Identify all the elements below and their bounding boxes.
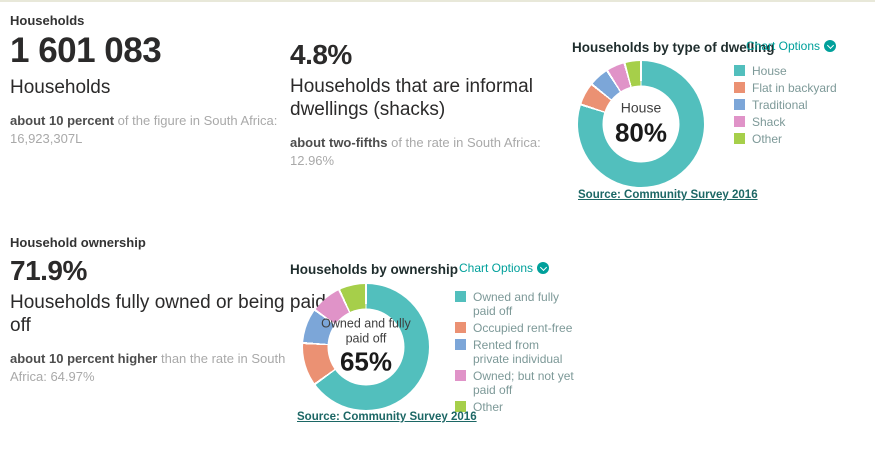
dwelling-chart-legend: House Flat in backyard Traditional Shack Oth… [734,64,837,146]
legend-swatch [455,291,466,302]
section-title-households: Households [10,13,85,28]
legend-label: Traditional [752,98,808,112]
source-link-dwelling[interactable]: Source: Community Survey 2016 [578,189,758,201]
stat-context-rest: of the rate in South Africa: 12.96% [290,135,541,168]
chart-options-label: Chart Options [459,261,534,275]
stat-value: 71.9% [10,255,87,286]
stat-label: Households fully owned or being paid off [10,292,326,336]
legend-item: Owned; but not yet paid off [455,369,574,397]
legend-label: Shack [752,115,786,129]
stat-value: 1 601 083 [10,31,162,70]
legend-swatch [734,116,745,127]
legend-swatch [734,82,745,93]
legend-label: Flat in backyard [752,81,837,95]
legend-swatch [455,322,466,333]
chart-title-dwelling: Households by type of dwelling [572,40,775,55]
chevron-down-icon [824,40,837,52]
legend-label: Other [473,400,504,414]
legend-item: Traditional [734,98,837,112]
donut-center: Owned and fully paid off 65% [321,308,411,386]
chart-options-label: Chart Options [746,39,821,53]
legend-label: Owned; but not yet paid off [473,369,574,397]
legend-swatch [734,65,745,76]
donut-center-value: 80% [614,117,668,148]
legend-item: Owned and fully paid off [455,290,574,318]
stat-context: about two-fifths of the rate in South Af… [290,134,552,169]
legend-label: Other [752,132,783,146]
stat-context: about 10 percent of the figure in South … [10,112,298,147]
chart-options-button[interactable]: Chart Options [746,39,837,53]
dwelling-donut-chart: House 80% [578,61,704,187]
legend-item: Rented from private individual [455,338,574,366]
legend-item: Shack [734,115,837,129]
legend-swatch [455,401,466,412]
legend-label: Occupied rent-free [473,321,573,335]
stat-context-emphasis: about 10 percent [10,113,115,129]
donut-center-label: Owned and fully paid off [321,316,411,345]
legend-label: Rented from private individual [473,338,563,366]
stat-label: Households that are informal dwellings (… [290,76,533,120]
legend-swatch [455,339,466,350]
chart-title-ownership: Households by ownership [290,262,459,277]
legend-item: House [734,64,837,78]
stat-context-emphasis: about 10 percent higher [10,351,158,367]
section-title-ownership: Household ownership [10,235,146,250]
legend-swatch [734,133,745,144]
legend-swatch [455,370,466,381]
chevron-down-icon [537,262,550,274]
stat-context-rest: of the figure in South Africa: 16,923,30… [10,113,278,146]
stat-total-households: 1 601 083 Households about 10 percent of… [10,31,300,147]
stat-ownership: 71.9% Households fully owned or being pa… [10,256,330,385]
stat-context-emphasis: about two-fifths [290,135,388,151]
stat-context-rest: than the rate in South Africa: 64.97% [10,351,286,384]
legend-label: Owned and fully paid off [473,290,560,318]
donut-center: House 80% [602,85,680,163]
donut-center-label: House [620,99,662,116]
ownership-donut-chart: Owned and fully paid off 65% [303,284,429,410]
stat-context: about 10 percent higher than the rate in… [10,350,310,385]
legend-item: Occupied rent-free [455,321,574,335]
source-link-ownership[interactable]: Source: Community Survey 2016 [297,411,477,423]
donut-center-value: 65% [339,346,393,377]
stat-label: Households [10,76,111,98]
stat-informal-dwellings: 4.8% Households that are informal dwelli… [290,40,565,169]
legend-item: Other [734,132,837,146]
stat-value: 4.8% [290,39,352,70]
ownership-chart-legend: Owned and fully paid off Occupied rent-fr… [455,290,574,414]
legend-item: Other [455,400,574,414]
legend-item: Flat in backyard [734,81,837,95]
legend-label: House [752,64,787,78]
chart-options-button[interactable]: Chart Options [459,261,550,275]
legend-swatch [734,99,745,110]
